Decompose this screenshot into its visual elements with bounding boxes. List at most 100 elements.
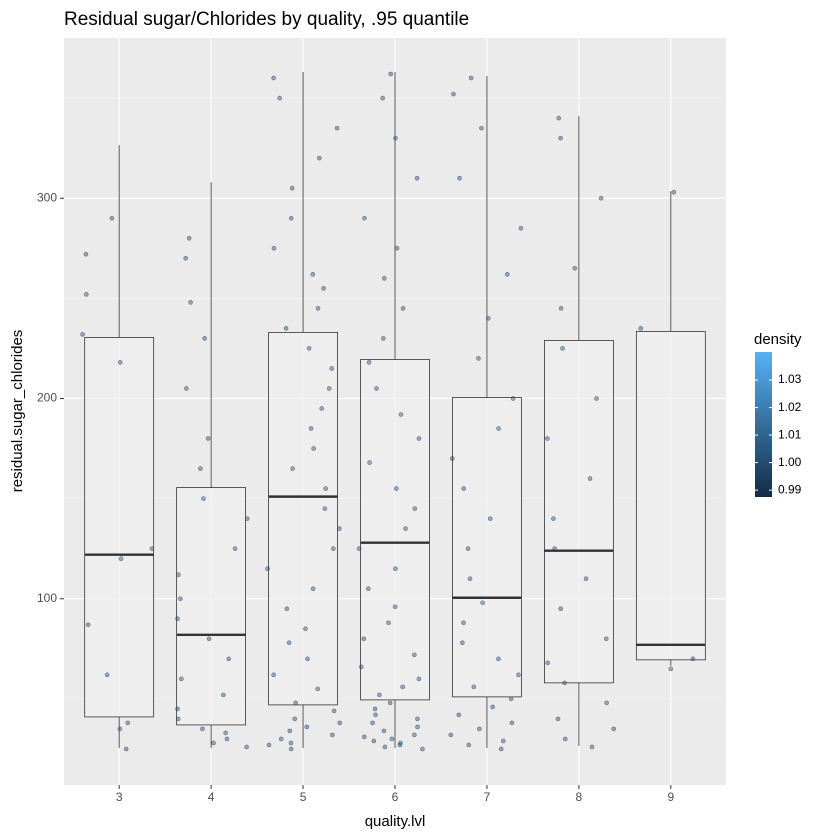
point [283,326,289,331]
point [398,412,404,417]
point [304,724,310,730]
point [477,726,482,732]
point [603,636,609,642]
point [179,676,184,682]
point [201,496,206,501]
point [315,686,320,692]
box [84,337,155,718]
x-axis-label: quality.lvl [365,813,426,830]
point [416,676,422,682]
point [85,622,91,628]
point [373,712,378,718]
point [361,734,367,740]
point [556,115,562,121]
x-tick-label: 4 [208,790,215,804]
point [226,656,232,662]
point [109,215,115,221]
point [117,360,123,365]
point [516,672,521,678]
point [562,680,567,686]
point [479,125,484,131]
point [303,626,308,632]
point [244,516,250,521]
point [277,95,282,101]
point [84,292,89,297]
point [394,245,400,251]
point [510,396,516,401]
point [370,720,375,726]
point [589,744,595,750]
point [403,526,408,531]
legend-label: 1.00 [778,455,802,469]
point [337,720,343,726]
point [451,91,456,97]
x-tick-label: 7 [484,790,491,804]
point [558,135,563,141]
point [292,716,298,722]
point [271,672,276,678]
point [412,732,417,738]
point [671,189,677,195]
point [461,620,466,626]
point [200,726,205,732]
point [331,546,336,551]
point [490,704,495,710]
point [224,736,230,742]
box [176,487,246,726]
point [371,738,377,744]
point [244,744,249,750]
x-tick-label: 5 [300,790,307,804]
point [321,286,326,291]
point [334,125,340,131]
point [315,306,321,311]
legend-label: 1.03 [778,372,802,386]
point [387,700,393,706]
point [288,746,294,752]
point [205,436,211,441]
point [286,640,292,646]
point [117,726,123,732]
point [461,486,466,491]
point [211,740,216,746]
point [476,356,481,361]
point [668,666,674,672]
point [175,706,180,712]
point [420,746,425,752]
point [394,486,399,491]
legend-label: 1.01 [778,427,802,441]
point [310,272,316,277]
point [284,606,290,612]
point [487,516,493,521]
point [356,546,362,551]
point [604,700,609,706]
point [319,406,325,411]
point [560,346,565,351]
point [83,251,89,257]
point [306,346,312,351]
y-tick-label: 200 [37,391,57,405]
point [290,466,295,471]
point [175,616,180,622]
legend-label: 0.99 [778,482,802,496]
box [452,397,522,698]
point [551,516,556,521]
point [518,225,524,231]
point [125,720,131,726]
point [471,684,477,690]
point [206,636,212,642]
point [509,720,515,726]
point [223,730,228,736]
point [558,306,564,311]
point [500,738,506,744]
point [326,386,332,391]
point [271,245,277,251]
point [317,155,322,161]
point [496,426,501,431]
point [184,386,189,391]
point [380,95,385,101]
point [389,736,395,742]
point [416,436,422,441]
point [311,446,316,451]
point [392,604,398,610]
